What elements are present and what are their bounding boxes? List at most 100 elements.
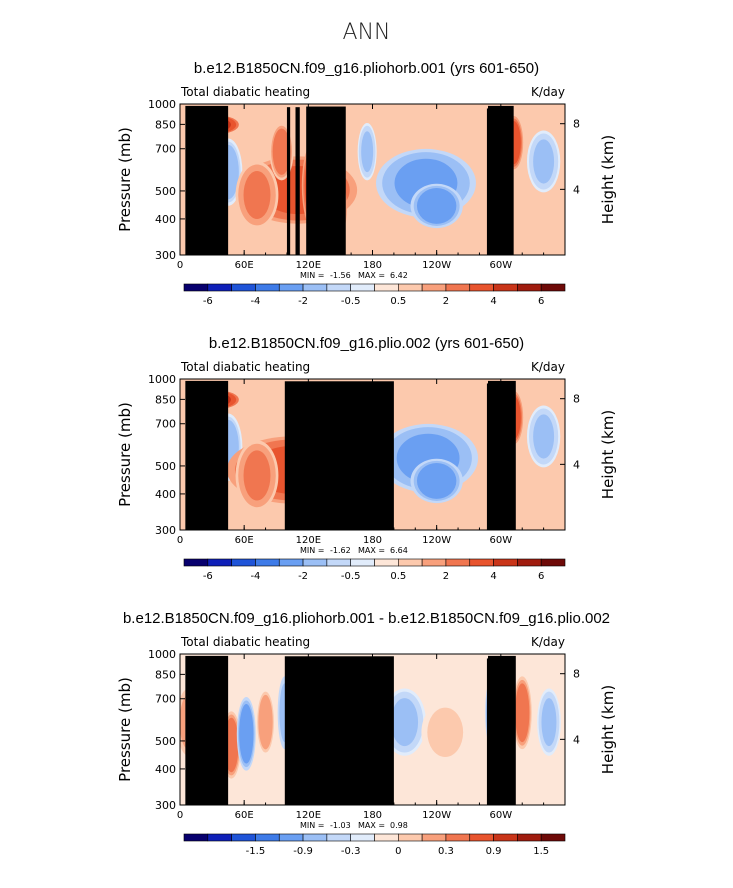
colorbar-swatch — [493, 283, 518, 292]
y-tick-label: 300 — [155, 249, 176, 262]
colorbar-swatch — [398, 558, 423, 567]
y-tick-label: 850 — [155, 668, 176, 681]
x-tick-label: 60E — [235, 260, 254, 271]
colorbar-swatch — [183, 283, 209, 292]
colorbar-label: -6 — [203, 571, 213, 582]
orography-5 — [295, 107, 300, 255]
min-value: -1.03 — [330, 821, 351, 830]
orography-6 — [488, 380, 516, 530]
unit-label: K/day — [531, 360, 565, 374]
colorbar-label: 0.5 — [390, 571, 406, 582]
colorbar-label: -0.5 — [341, 571, 361, 582]
x-tick-label: 120W — [422, 535, 451, 546]
x-tick-label: 120E — [296, 810, 321, 821]
y-tick-label: 300 — [155, 799, 176, 812]
colorbar-label: -0.3 — [341, 846, 361, 857]
height-axis-label: Height (km) — [599, 685, 617, 774]
height-axis-label: Height (km) — [599, 135, 617, 224]
unit-label: K/day — [531, 635, 565, 649]
colorbar-swatch — [445, 558, 471, 567]
x-tick-label: 60E — [235, 535, 254, 546]
orography-6 — [306, 106, 346, 255]
field-cell-3-3 — [240, 707, 253, 761]
y-tick-label: 500 — [155, 460, 176, 473]
height-tick-label: 4 — [573, 733, 580, 746]
y-tick-label: 700 — [155, 693, 176, 706]
colorbar-label: 0.3 — [438, 846, 454, 857]
x-tick-label: 180 — [363, 260, 382, 271]
colorbar-swatch — [469, 833, 494, 842]
colorbar-swatch — [350, 833, 375, 842]
colorbar-label: 6 — [538, 571, 544, 582]
colorbar-swatch — [493, 558, 518, 567]
colorbar-label: 0.5 — [390, 296, 406, 307]
colorbar-label: 0.9 — [486, 846, 502, 857]
colorbar-swatch — [231, 558, 256, 567]
colorbar-label: 1.5 — [533, 846, 549, 857]
panel-2-title: b.e12.B1850CN.f09_g16.plio.002 (yrs 601-… — [208, 335, 525, 352]
colorbar-swatch — [302, 558, 328, 567]
colorbar-swatch — [540, 833, 566, 842]
height-axis-label: Height (km) — [599, 410, 617, 499]
orography-3 — [185, 655, 229, 805]
colorbar-swatch — [255, 283, 280, 292]
colorbar-swatch — [207, 833, 232, 842]
colorbar-swatch — [302, 833, 328, 842]
colorbar-label: 2 — [443, 571, 449, 582]
x-tick-label: 120E — [296, 535, 321, 546]
colorbar-swatch — [350, 283, 375, 292]
left-label: Total diabatic heating — [180, 85, 310, 99]
y-tick-label: 1000 — [148, 648, 176, 661]
x-tick-label: 60W — [490, 810, 513, 821]
colorbar-label: 4 — [490, 296, 496, 307]
height-tick-label: 8 — [573, 668, 580, 681]
panel-3-chart: Total diabatic heating K/day 0 60E 120E 180 12… — [116, 635, 617, 857]
x-tick-label: 60W — [490, 260, 513, 271]
y-tick-label: 700 — [155, 418, 176, 431]
y-tick-label: 700 — [155, 143, 176, 156]
y-tick-label: 400 — [155, 213, 176, 226]
colorbar-swatch — [207, 283, 232, 292]
y-tick-label: 850 — [155, 393, 176, 406]
orography-6 — [488, 655, 516, 805]
y-tick-label: 1000 — [148, 98, 176, 111]
colorbar-swatch — [469, 558, 494, 567]
colorbar-swatch — [398, 283, 423, 292]
colorbar-swatch — [421, 833, 447, 842]
colorbar-swatch — [374, 283, 399, 292]
colorbar-swatch — [469, 283, 494, 292]
colorbar-label: -1.5 — [246, 846, 266, 857]
height-tick-label: 8 — [573, 393, 580, 406]
colorbar-label: -4 — [250, 571, 260, 582]
page-title: ANN — [342, 20, 391, 45]
x-tick-label: 60E — [235, 810, 254, 821]
field — [180, 379, 565, 530]
height-tick-label: 8 — [573, 118, 580, 131]
field-cell-8-3 — [361, 131, 374, 173]
panel-2-chart: Total diabatic heating K/day 0 60E 120E 180 12… — [116, 360, 617, 582]
colorbar-swatch — [493, 833, 518, 842]
field-cell-13-3 — [516, 686, 529, 739]
field-cell-10-3 — [420, 190, 454, 222]
colorbar-swatch — [398, 833, 423, 842]
panel-1-title: b.e12.B1850CN.f09_g16.pliohorb.001 (yrs … — [193, 60, 540, 77]
x-tick-label: 0 — [177, 535, 183, 546]
unit-label: K/day — [531, 85, 565, 99]
left-label: Total diabatic heating — [180, 635, 310, 649]
orography-3 — [185, 105, 229, 255]
panel-1-chart: Total diabatic heating K/day 0 60E 120E 180 12… — [116, 85, 617, 307]
colorbar-swatch — [326, 283, 351, 292]
min-label: MIN = — [300, 546, 325, 555]
orography-4 — [284, 656, 394, 805]
y-tick-label: 1000 — [148, 373, 176, 386]
height-tick-label: 4 — [573, 183, 580, 196]
colorbar-swatch — [540, 558, 566, 567]
colorbar-swatch — [445, 833, 471, 842]
x-tick-label: 0 — [177, 810, 183, 821]
min-label: MIN = — [300, 271, 325, 280]
colorbar-swatch — [517, 833, 542, 842]
colorbar-label: -2 — [298, 296, 308, 307]
colorbar-label: -4 — [250, 296, 260, 307]
x-tick-label: 120W — [422, 260, 451, 271]
orography-8 — [488, 105, 514, 255]
